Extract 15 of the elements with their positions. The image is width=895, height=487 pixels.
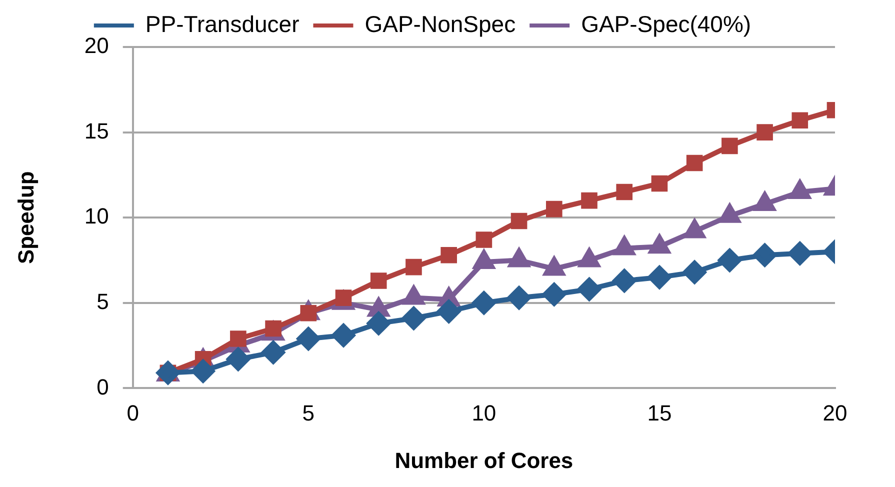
y-tick-label: 10	[84, 204, 109, 229]
x-tick-label: 20	[822, 400, 848, 426]
x-tick-label: 0	[126, 400, 139, 426]
y-tick-label: 20	[84, 33, 109, 58]
y-tick-label: 0	[96, 374, 109, 400]
x-axis-title: Number of Cores	[394, 448, 574, 473]
y-tick-label: 15	[84, 118, 109, 144]
y-tick-label: 5	[96, 288, 109, 314]
legend-label: PP-Transducer	[145, 10, 300, 37]
x-tick-label: 5	[302, 400, 315, 426]
y-axis-title: Speedup	[13, 171, 38, 264]
legend-label: GAP-NonSpec	[364, 10, 516, 37]
legend-label: GAP-Spec(40%)	[581, 10, 752, 37]
x-tick-label: 10	[472, 400, 496, 426]
x-tick-label: 15	[647, 400, 672, 426]
